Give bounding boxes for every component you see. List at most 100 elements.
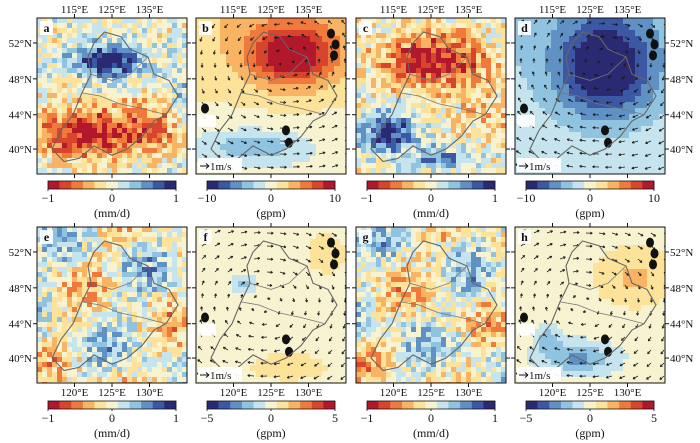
colorbar: −1 0 1 (mm/d) [361, 400, 498, 440]
colorbar-tick: 10 [648, 191, 660, 205]
colorbar-tick: −10 [517, 191, 536, 205]
lon-label-bottom: 125°E [98, 387, 126, 399]
colorbar-tick: 1 [492, 411, 498, 425]
colorbar-tick: 0 [587, 191, 593, 205]
lon-label-top: 125°E [417, 4, 445, 16]
colorbar-tick: 1 [173, 411, 179, 425]
colorbar: −10 0 10 (gpm) [198, 180, 341, 220]
wind-scale-label: 1m/s [529, 370, 550, 382]
lon-label-bottom: 125°E [576, 387, 604, 399]
colorbar-tick: 10 [329, 191, 341, 205]
colorbar-unit: (mm/d) [413, 426, 449, 440]
colorbar: −1 0 1 (mm/d) [42, 400, 179, 440]
colorbar-unit: (gpm) [575, 206, 604, 220]
lon-label-bottom: 120°E [380, 387, 408, 399]
colorbar-unit: (gpm) [256, 426, 285, 440]
panel-d: d 1m/s [511, 14, 669, 178]
panel-letter: e [44, 230, 50, 244]
lon-label-top: 125°E [576, 4, 604, 16]
panel-letter: c [363, 21, 369, 35]
wind-scale-label: 1m/s [210, 370, 231, 382]
lat-label-left: 40°N [9, 353, 32, 365]
colorbar-tick: 0 [268, 411, 274, 425]
colorbar-unit: (mm/d) [94, 206, 130, 220]
colorbar-unit: (mm/d) [413, 206, 449, 220]
lon-label-top: 125°E [98, 4, 126, 16]
colorbar: −1 0 1 (mm/d) [42, 180, 179, 220]
colorbar-tick: −1 [42, 191, 55, 205]
lat-label-right: 40°N [670, 353, 693, 365]
colorbar-unit: (gpm) [256, 206, 285, 220]
lat-label-right: 44°N [670, 110, 693, 122]
colorbar-tick: −5 [520, 411, 533, 425]
lon-label-bottom: 130°E [136, 387, 164, 399]
lon-label-top: 135°E [295, 4, 323, 16]
lon-label-bottom: 120°E [61, 387, 89, 399]
colorbar-tick: 0 [109, 411, 115, 425]
lat-label-right: 48°N [670, 74, 693, 86]
lon-label-top: 115°E [380, 4, 407, 16]
lat-label-right: 40°N [670, 144, 693, 156]
colorbar-tick: −5 [201, 411, 214, 425]
panel-letter: h [521, 230, 528, 244]
lon-label-bottom: 125°E [257, 387, 285, 399]
lat-label-left: 44°N [9, 110, 32, 122]
panels-group: a b 1m/s c d 1m/s e f 1m/s g h 1m/s [33, 14, 669, 387]
lat-label-left: 52°N [9, 247, 32, 259]
axis-labels-group: 115°E 125°E 135°E 115°E 125°E 135°E 115°E 125°E… [9, 4, 694, 399]
lat-label-left: 48°N [9, 74, 32, 86]
lon-label-bottom: 125°E [417, 387, 445, 399]
colorbar-tick: 1 [173, 191, 179, 205]
panel-c: c [352, 14, 510, 178]
colorbar: −1 0 1 (mm/d) [361, 180, 498, 220]
panel-g: g [352, 223, 510, 387]
panel-letter: b [202, 21, 209, 35]
lon-label-top: 135°E [614, 4, 642, 16]
lon-label-bottom: 120°E [220, 387, 248, 399]
colorbar-tick: 1 [492, 191, 498, 205]
colorbar-tick: −1 [361, 191, 374, 205]
lon-label-bottom: 130°E [455, 387, 483, 399]
lon-label-bottom: 120°E [539, 387, 567, 399]
lat-label-right: 52°N [670, 38, 693, 50]
lat-label-right: 48°N [670, 283, 693, 295]
colorbar-tick: 0 [268, 191, 274, 205]
lon-label-top: 115°E [539, 4, 566, 16]
colorbar: −10 0 10 (gpm) [517, 180, 660, 220]
lon-label-top: 115°E [61, 4, 88, 16]
wind-scale-label: 1m/s [210, 161, 231, 173]
colorbar-tick: 0 [587, 411, 593, 425]
lat-label-left: 44°N [9, 319, 32, 331]
colorbar-tick: 0 [428, 411, 434, 425]
panel-a: a [33, 14, 191, 178]
colorbar-tick: 5 [651, 411, 657, 425]
lon-label-bottom: 130°E [614, 387, 642, 399]
panel-b: b 1m/s [192, 14, 350, 178]
lat-label-left: 40°N [9, 144, 32, 156]
lon-label-top: 135°E [455, 4, 483, 16]
colorbar-tick: 0 [428, 191, 434, 205]
panel-f: f 1m/s [192, 223, 350, 387]
panel-h: h 1m/s [511, 223, 669, 387]
colorbar-tick: −1 [361, 411, 374, 425]
panel-letter: f [204, 230, 209, 244]
colorbar-tick: −1 [42, 411, 55, 425]
panel-e: e [33, 223, 191, 387]
lon-label-top: 125°E [257, 4, 285, 16]
lat-label-left: 52°N [9, 38, 32, 50]
colorbar-tick: −10 [198, 191, 217, 205]
lat-label-right: 52°N [670, 247, 693, 259]
panel-letter: a [44, 21, 50, 35]
colorbar-tick: 5 [332, 411, 338, 425]
lon-label-bottom: 130°E [295, 387, 323, 399]
lon-label-top: 135°E [136, 4, 164, 16]
colorbar-tick: 0 [109, 191, 115, 205]
lon-label-top: 115°E [220, 4, 247, 16]
wind-scale-label: 1m/s [529, 161, 550, 173]
lat-label-left: 48°N [9, 283, 32, 295]
colorbars-group: −1 0 1(mm/d)−10 0 10(gpm)−1 0 1(mm/d)−10 0 10(gp… [42, 180, 660, 440]
colorbar: −5 0 5 (gpm) [520, 400, 657, 440]
panel-letter: g [363, 230, 369, 244]
colorbar: −5 0 5 (gpm) [201, 400, 338, 440]
